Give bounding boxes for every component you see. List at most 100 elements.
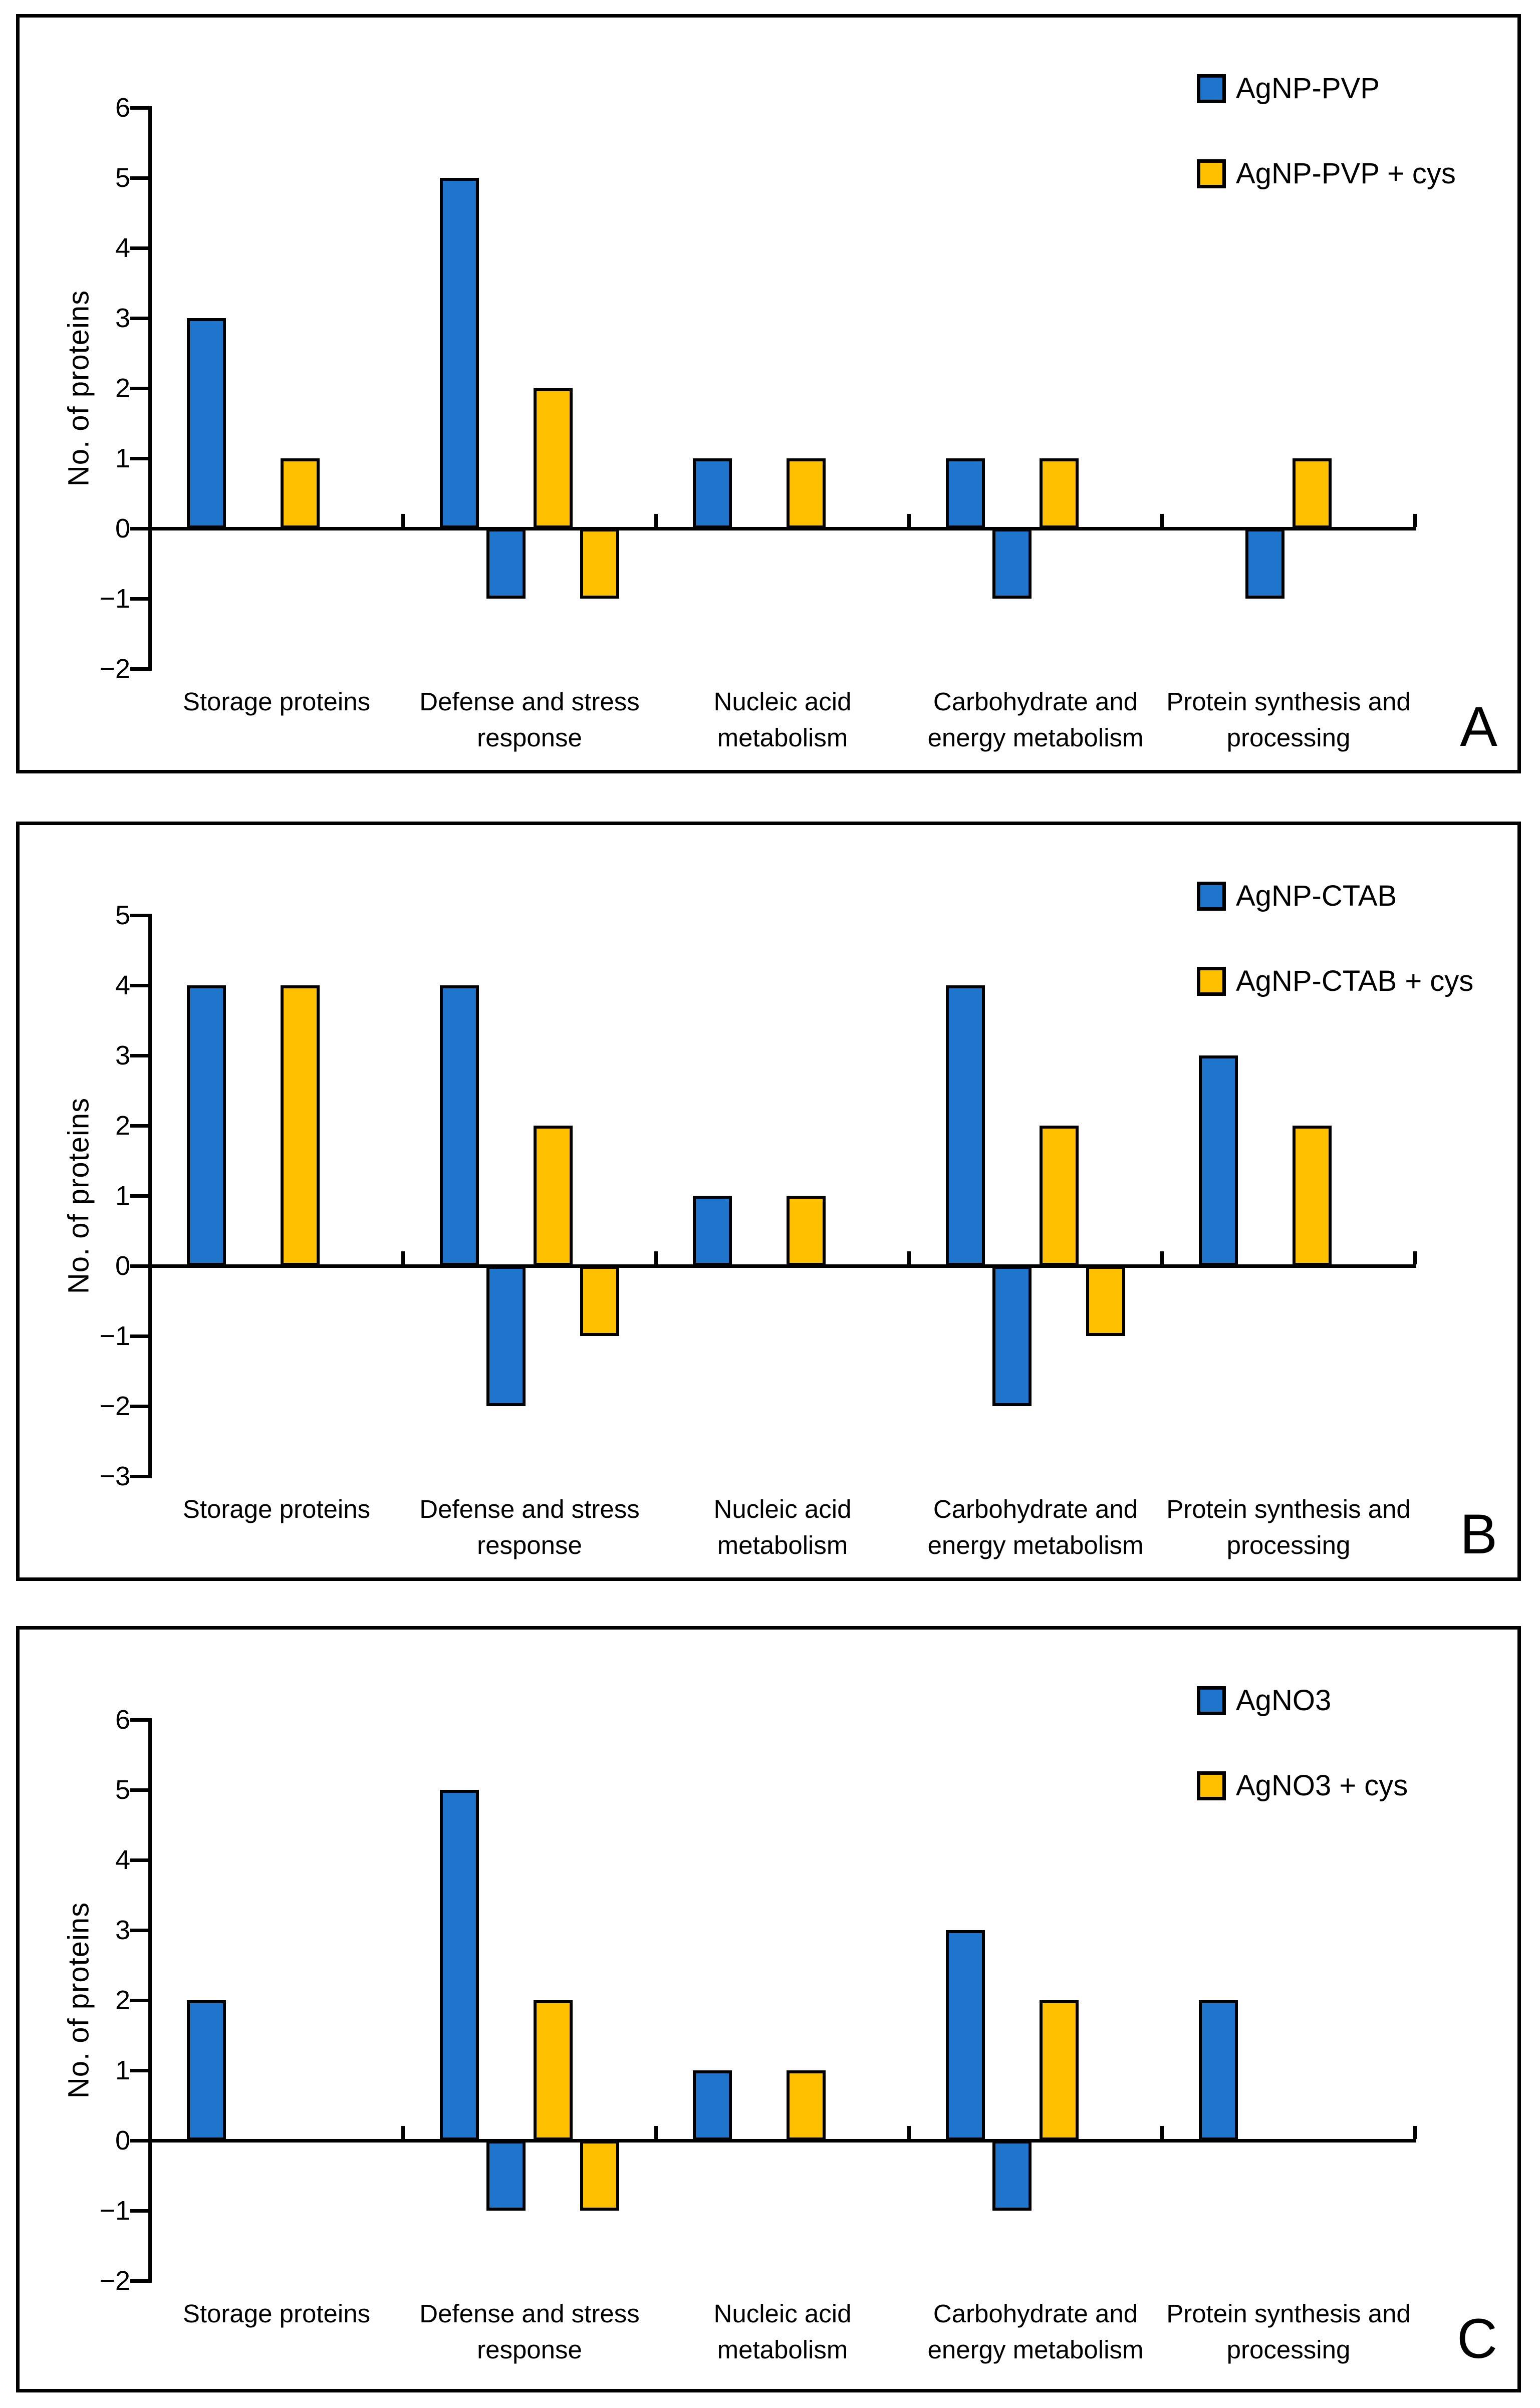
- y-tick: [130, 1264, 148, 1268]
- y-tick: [130, 597, 148, 601]
- x-tick: [1160, 514, 1164, 527]
- x-tick: [401, 2126, 405, 2139]
- x-tick: [1413, 514, 1417, 527]
- bar-up: [186, 318, 226, 528]
- bar-up: [533, 1126, 573, 1266]
- y-tick-label: 2: [115, 1985, 130, 2015]
- bar-up: [692, 1196, 732, 1266]
- category-label: Defense and stress response: [419, 2299, 640, 2364]
- bar-up: [786, 2070, 826, 2141]
- category-label: Protein synthesis and processing: [1166, 687, 1411, 752]
- legend-swatch: [1197, 881, 1226, 911]
- legend-swatch: [1197, 1771, 1226, 1800]
- legend-swatch: [1197, 159, 1226, 188]
- x-tick: [1160, 1251, 1164, 1264]
- y-tick: [130, 984, 148, 987]
- y-tick-label: 3: [115, 1915, 130, 1945]
- bar-up: [533, 388, 573, 528]
- y-tick: [130, 2279, 148, 2283]
- y-tick: [130, 914, 148, 917]
- bar-down: [580, 1266, 619, 1336]
- y-tick-label: 5: [115, 163, 130, 193]
- bar-up: [280, 458, 320, 528]
- x-tick: [907, 1251, 911, 1264]
- category-label: Defense and stress response: [419, 687, 640, 752]
- bar-up: [186, 2000, 226, 2141]
- bar-up: [945, 458, 985, 528]
- bar-up: [1039, 2000, 1079, 2141]
- x-tick: [907, 514, 911, 527]
- x-tick: [1413, 1251, 1417, 1264]
- y-tick-label: 6: [115, 1705, 130, 1735]
- bar-up: [186, 985, 226, 1266]
- y-tick-label: −1: [99, 584, 130, 614]
- bar-up: [786, 458, 826, 528]
- y-tick: [130, 246, 148, 250]
- legend-item: AgNO3: [1197, 1684, 1331, 1717]
- x-tick: [1413, 2126, 1417, 2139]
- y-tick: [130, 2139, 148, 2143]
- plot-area: 6 5 4 3 2 1 0 −1 −2 Storage proteins Defense and s…: [20, 1630, 1517, 2389]
- category-label: Carbohydrate and energy metabolism: [927, 1495, 1144, 1559]
- x-tick: [654, 1251, 658, 1264]
- y-tick: [130, 1858, 148, 1862]
- bar-up: [1039, 458, 1079, 528]
- y-tick: [130, 1475, 148, 1478]
- x-tick: [654, 2126, 658, 2139]
- bar-down: [580, 528, 619, 599]
- bar-up: [1292, 458, 1332, 528]
- legend-label: AgNP-PVP + cys: [1236, 157, 1456, 190]
- y-tick: [130, 1718, 148, 1722]
- category-label: Storage proteins: [182, 1495, 371, 1523]
- legend-label: AgNO3: [1236, 1684, 1332, 1717]
- y-tick: [130, 1124, 148, 1128]
- bar-down: [1245, 528, 1285, 599]
- legend-item: AgNO3 + cys: [1197, 1769, 1408, 1802]
- category-label: Nucleic acid metabolism: [713, 2299, 852, 2364]
- y-tick: [130, 667, 148, 671]
- y-tick: [130, 1788, 148, 1792]
- bar-up: [439, 1790, 479, 2141]
- x-tick: [654, 514, 658, 527]
- category-label: Protein synthesis and processing: [1166, 1495, 1411, 1559]
- bar-up: [786, 1196, 826, 1266]
- panel-letter: B: [1460, 1503, 1497, 1565]
- category-label: Protein synthesis and processing: [1166, 2299, 1411, 2364]
- bar-up: [1039, 1126, 1079, 1266]
- y-tick-label: 1: [115, 2055, 130, 2085]
- y-tick: [130, 457, 148, 460]
- legend-swatch: [1197, 74, 1226, 103]
- y-tick-label: 2: [115, 1111, 130, 1141]
- bar-up: [1198, 1055, 1238, 1266]
- y-tick: [130, 317, 148, 320]
- plot-area: 6 5 4 3 2 1 0 −1 −2 Storage proteins Defense and s…: [20, 18, 1517, 770]
- legend-label: AgNO3 + cys: [1236, 1769, 1408, 1802]
- y-tick-label: 3: [115, 303, 130, 333]
- y-tick-label: 0: [115, 513, 130, 544]
- legend-label: AgNP-CTAB: [1236, 880, 1397, 912]
- y-tick: [130, 527, 148, 530]
- legend-item: AgNP-CTAB + cys: [1197, 964, 1473, 998]
- category-label: Nucleic acid metabolism: [713, 1495, 852, 1559]
- bar-up: [439, 178, 479, 528]
- y-tick-label: −2: [99, 2266, 130, 2296]
- y-tick-label: 0: [115, 2125, 130, 2156]
- y-axis-line: [148, 914, 152, 1478]
- category-label: Carbohydrate and energy metabolism: [927, 687, 1144, 752]
- y-tick-label: 3: [115, 1040, 130, 1071]
- y-tick: [130, 1405, 148, 1408]
- bar-down: [992, 2141, 1032, 2211]
- y-axis-line: [148, 106, 152, 671]
- y-tick: [130, 1929, 148, 1932]
- y-tick: [130, 2209, 148, 2213]
- bar-down: [486, 2141, 526, 2211]
- y-tick-label: −2: [99, 1391, 130, 1421]
- y-tick-label: 4: [115, 1845, 130, 1875]
- legend-label: AgNP-CTAB + cys: [1236, 965, 1474, 997]
- chart-panel-c: No. of proteins 6 5 4 3 2 1 0 −1 −2 Storage prote…: [16, 1626, 1521, 2392]
- legend-item: AgNP-PVP + cys: [1197, 157, 1456, 190]
- x-tick: [401, 514, 405, 527]
- bar-up: [533, 2000, 573, 2141]
- legend-swatch: [1197, 1686, 1226, 1715]
- y-tick: [130, 1334, 148, 1338]
